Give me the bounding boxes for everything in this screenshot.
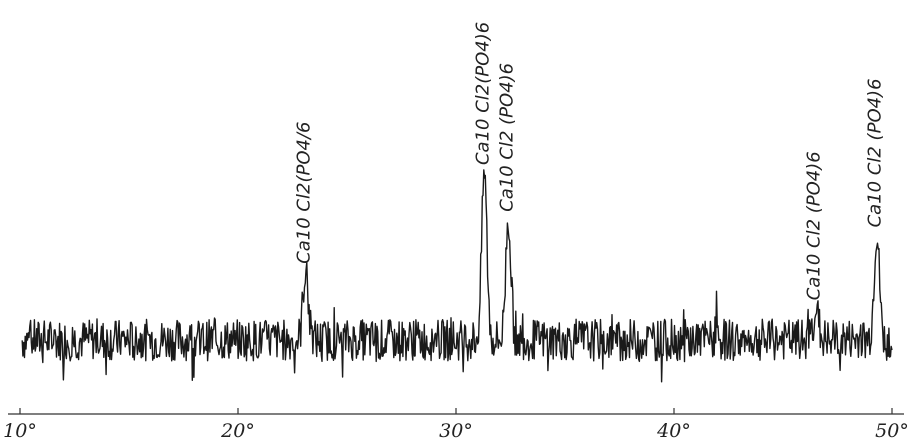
x-tick-label: 50°: [875, 420, 909, 441]
x-tick-label: 30°: [439, 420, 473, 441]
peak-label: Ca10 Cl2 (PO4)6: [496, 63, 517, 212]
trace-group: [21, 169, 893, 383]
peak-label: Ca10 Cl2 (PO4)6: [804, 151, 825, 300]
peak-label: Ca10 Cl2(PO4/6: [294, 122, 315, 264]
peak-label: Ca10 Cl2(PO4)6: [472, 22, 493, 165]
diffraction-trace: [21, 169, 893, 383]
peak-label: Ca10 Cl2 (PO4)6: [865, 78, 886, 227]
x-axis: 10° 20° 30° 40° 50°: [3, 408, 909, 441]
x-tick-label: 20°: [220, 420, 255, 441]
x-tick-label: 10°: [3, 420, 37, 441]
x-tick-label: 40°: [656, 420, 691, 441]
